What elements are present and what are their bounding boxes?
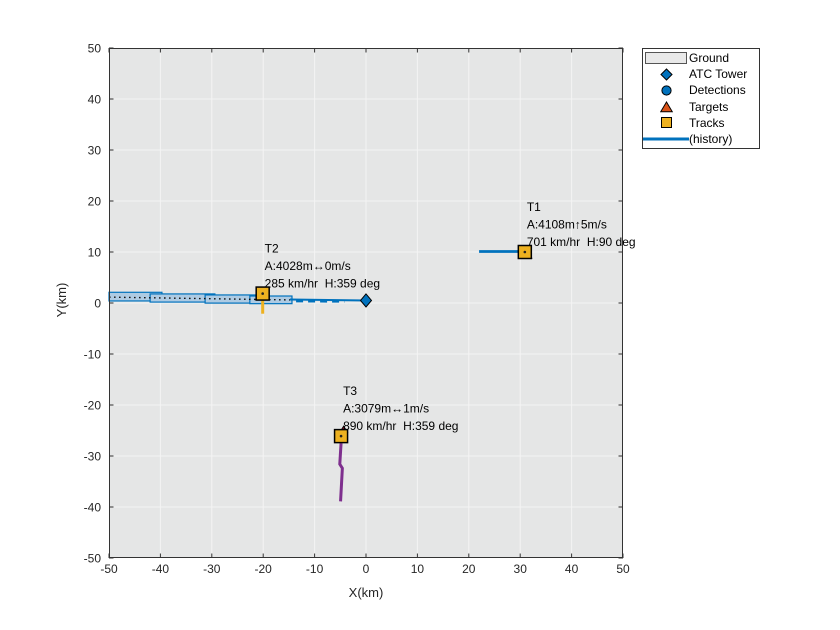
legend: Ground ATC Tower Detections Targets Trac… bbox=[642, 48, 760, 150]
y-tick-label: -50 bbox=[84, 552, 102, 566]
detection-dot-T1 bbox=[523, 250, 527, 254]
x-tick-label: 30 bbox=[514, 562, 528, 576]
legend-item-history: (history) bbox=[643, 131, 759, 147]
y-axis-label: Y(km) bbox=[54, 282, 69, 318]
track-history-T3 bbox=[338, 443, 344, 502]
x-tick-label: 50 bbox=[616, 562, 630, 576]
y-tick-label: 0 bbox=[94, 297, 101, 311]
square-icon bbox=[643, 116, 689, 129]
detection-dot-T3 bbox=[339, 434, 343, 438]
track-annotation-T2-line-2: 285 km/hr H:359 deg bbox=[265, 277, 380, 291]
x-tick-label: -40 bbox=[152, 562, 170, 576]
track-annotation-T1-line-1: A:4108m↑5m/s bbox=[527, 218, 607, 232]
track-annotation-T3-line-1: A:3079m↔1m/s bbox=[343, 402, 429, 416]
detection-dot-T2 bbox=[261, 292, 264, 295]
legend-label-targets: Targets bbox=[689, 99, 729, 114]
x-tick-label: 10 bbox=[411, 562, 425, 576]
legend-item-ground: Ground bbox=[643, 50, 759, 66]
legend-item-detections: Detections bbox=[643, 82, 759, 98]
triangle-icon bbox=[643, 100, 689, 113]
x-tick-label: -30 bbox=[203, 562, 221, 576]
track-annotation-T3-line-0: T3 bbox=[343, 384, 357, 398]
x-axis-label: X(km) bbox=[348, 585, 384, 600]
track-annotation-T2-line-0: T2 bbox=[265, 242, 279, 256]
legend-item-targets: Targets bbox=[643, 99, 759, 115]
x-tick-label: -50 bbox=[100, 562, 118, 576]
track-annotation-T1-line-0: T1 bbox=[527, 200, 541, 214]
y-tick-label: -20 bbox=[84, 399, 102, 413]
y-tick-label: 50 bbox=[88, 42, 102, 56]
y-tick-label: -40 bbox=[84, 501, 102, 515]
y-tick-label: 40 bbox=[88, 93, 102, 107]
ground-patch-icon bbox=[643, 52, 689, 65]
legend-label-ground: Ground bbox=[689, 51, 730, 66]
track-annotation-T2-line-1: A:4028m↔0m/s bbox=[265, 259, 351, 273]
x-tick-label: 40 bbox=[565, 562, 579, 576]
y-tick-label: -30 bbox=[84, 450, 102, 464]
approach-history-line bbox=[289, 298, 367, 302]
history-line-shape bbox=[643, 137, 689, 141]
y-tick-label: 20 bbox=[88, 195, 102, 209]
y-tick-label: -10 bbox=[84, 348, 102, 362]
atc-tower-icon bbox=[359, 293, 373, 308]
square-shape bbox=[660, 117, 672, 129]
x-tick-label: 20 bbox=[462, 562, 476, 576]
history-line-icon bbox=[643, 136, 689, 142]
diamond-icon bbox=[643, 68, 689, 81]
y-tick-label: 10 bbox=[88, 246, 102, 260]
diamond-shape bbox=[659, 68, 673, 81]
circle-icon bbox=[643, 84, 689, 97]
legend-label-tracks: Tracks bbox=[689, 115, 725, 130]
y-tick-label: 30 bbox=[88, 144, 102, 158]
circle-shape bbox=[660, 85, 672, 96]
track-annotation-T3-line-2: 890 km/hr H:359 deg bbox=[343, 419, 458, 433]
legend-item-atc-tower: ATC Tower bbox=[643, 66, 759, 82]
x-tick-label: -10 bbox=[306, 562, 324, 576]
legend-label-history: (history) bbox=[689, 132, 733, 147]
triangle-shape bbox=[659, 100, 673, 112]
legend-label-atc-tower: ATC Tower bbox=[689, 67, 748, 82]
legend-item-tracks: Tracks bbox=[643, 115, 759, 131]
x-tick-label: 0 bbox=[363, 562, 370, 576]
ground-patch-shape bbox=[645, 52, 687, 65]
x-tick-label: -20 bbox=[255, 562, 273, 576]
legend-label-detections: Detections bbox=[689, 83, 746, 98]
track-annotation-T1-line-2: 701 km/hr H:90 deg bbox=[527, 235, 636, 249]
